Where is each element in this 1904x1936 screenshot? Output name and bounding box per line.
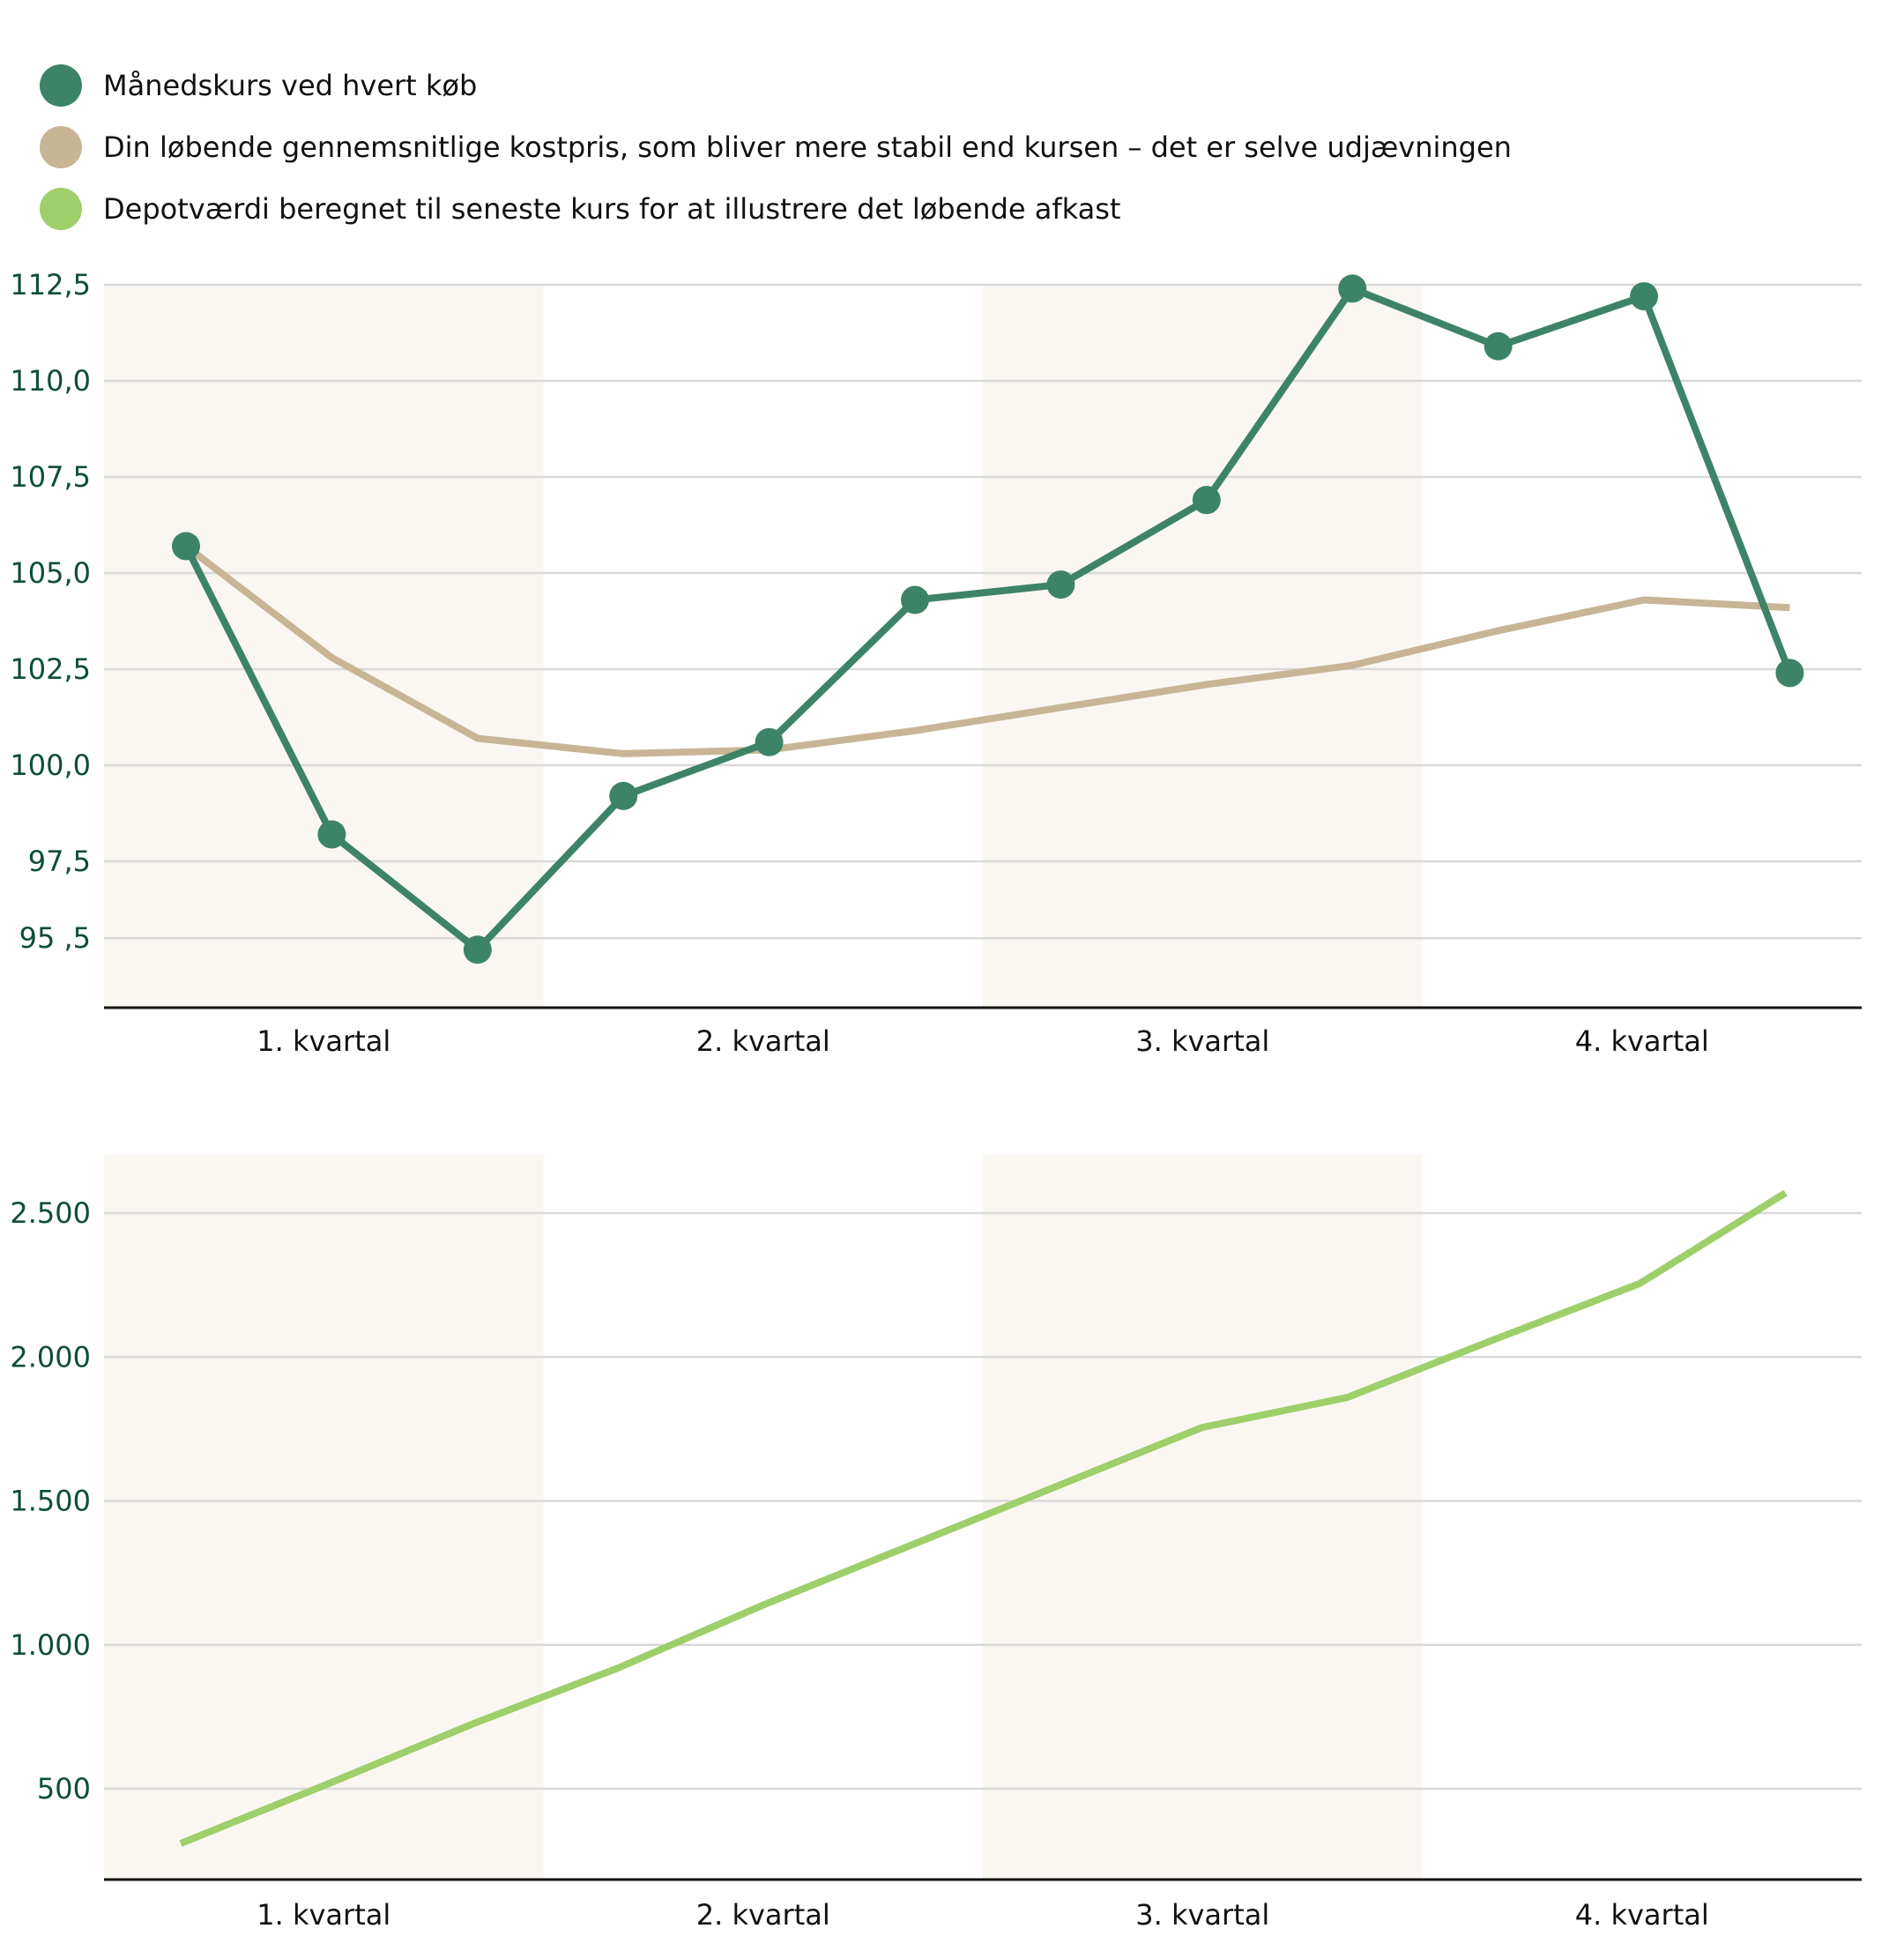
price-chart: 95 ,5 97,5 100,0 102,5 105,0 107,5 110,0 112,5 1… <box>10 268 1862 1058</box>
price-y-tick-label: 105,0 <box>10 556 91 590</box>
value-y-tick-label: 2.000 <box>10 1340 91 1374</box>
price-y-tick-label: 95 ,5 <box>19 921 91 955</box>
monthly-price-point <box>755 727 784 756</box>
price-quarter-band-3 <box>983 286 1423 1008</box>
legend-marker-average-cost <box>40 126 82 168</box>
legend-item-monthly-price: Månedskurs ved hvert køb <box>40 55 1512 116</box>
portfolio-value-line <box>179 1189 1788 1847</box>
monthly-price-point <box>901 585 929 614</box>
monthly-price-point <box>1338 274 1367 303</box>
value-category-label: 4. kvartal <box>1575 1898 1709 1932</box>
legend-marker-portfolio-value <box>40 188 82 230</box>
portfolio-value-chart: 500 1.000 1.500 2.000 2.500 1. kvartal 2. kvar… <box>10 1155 1862 1932</box>
legend-label-portfolio-value: Depotværdi beregnet til seneste kurs for… <box>103 192 1121 226</box>
price-y-tick-label: 107,5 <box>10 460 91 494</box>
value-category-label: 3. kvartal <box>1135 1898 1269 1932</box>
price-quarter-band-1 <box>104 286 544 1008</box>
monthly-price-point <box>172 532 200 561</box>
value-category-label: 2. kvartal <box>696 1898 830 1932</box>
value-quarter-band-1 <box>104 1155 544 1880</box>
value-y-tick-label: 2.500 <box>10 1196 91 1230</box>
value-y-tick-label: 500 <box>37 1772 91 1806</box>
monthly-price-point <box>1484 331 1513 361</box>
monthly-price-line <box>182 285 1794 954</box>
average-cost-line <box>183 543 1790 757</box>
monthly-price-point <box>609 781 638 810</box>
price-y-tick-label: 102,5 <box>10 652 91 686</box>
price-y-tick-label: 110,0 <box>10 364 91 398</box>
price-category-label: 4. kvartal <box>1575 1024 1709 1058</box>
monthly-price-point <box>1775 659 1804 688</box>
legend-item-average-cost: Din løbende gennemsnitlige kostpris, som… <box>40 116 1512 178</box>
value-quarter-band-3 <box>983 1155 1423 1880</box>
monthly-price-point <box>1046 570 1075 599</box>
legend: Månedskurs ved hvert køb Din løbende gen… <box>40 55 1512 240</box>
value-y-tick-label: 1.000 <box>10 1628 91 1662</box>
monthly-price-point <box>1630 282 1658 311</box>
price-category-label: 1. kvartal <box>257 1024 390 1058</box>
monthly-price-point <box>1192 486 1221 515</box>
legend-label-average-cost: Din løbende gennemsnitlige kostpris, som… <box>103 130 1512 164</box>
price-category-label: 2. kvartal <box>696 1024 830 1058</box>
monthly-price-point <box>317 820 346 849</box>
price-y-tick-label: 100,0 <box>10 748 91 782</box>
price-y-tick-label: 97,5 <box>28 845 91 878</box>
monthly-price-point <box>463 935 492 964</box>
value-y-tick-label: 1.500 <box>10 1485 91 1518</box>
legend-label-monthly-price: Månedskurs ved hvert køb <box>103 69 478 102</box>
legend-marker-monthly-price <box>40 64 82 107</box>
legend-item-portfolio-value: Depotværdi beregnet til seneste kurs for… <box>40 178 1512 240</box>
price-category-label: 3. kvartal <box>1135 1024 1269 1058</box>
price-y-tick-label: 112,5 <box>10 268 91 302</box>
value-category-label: 1. kvartal <box>257 1898 390 1932</box>
